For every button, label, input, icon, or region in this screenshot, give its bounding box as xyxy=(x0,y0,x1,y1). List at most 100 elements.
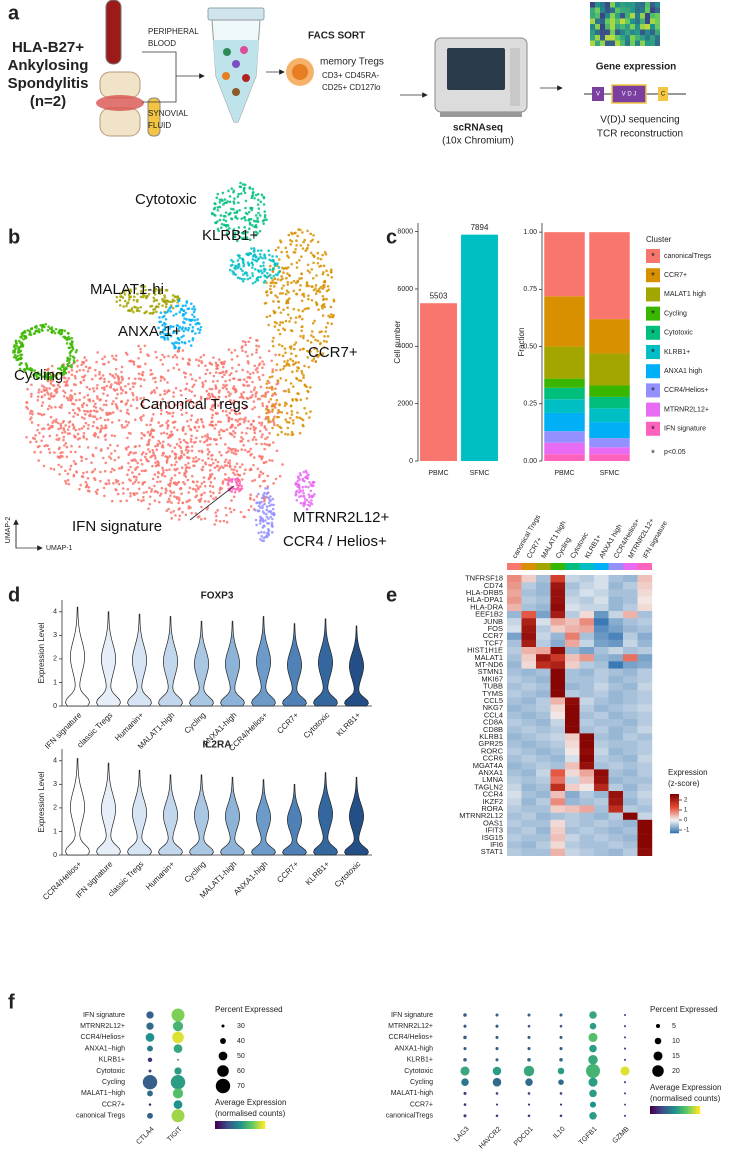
umap-cell xyxy=(161,443,165,447)
umap-cell xyxy=(198,331,201,335)
umap-cell xyxy=(236,230,240,234)
umap-cell xyxy=(301,418,305,422)
umap-cell xyxy=(101,386,104,390)
umap-cell xyxy=(241,345,244,348)
umap-cell xyxy=(199,355,203,359)
umap-cell xyxy=(114,358,118,362)
umap-cell xyxy=(146,443,149,447)
umap-cell xyxy=(190,474,194,478)
umap-cell xyxy=(185,382,189,386)
umap-cell xyxy=(157,302,161,306)
umap-cell xyxy=(235,488,238,491)
umap-cell xyxy=(178,457,182,461)
thumb-cell xyxy=(610,2,615,8)
umap-cell xyxy=(236,354,239,358)
umap-cell xyxy=(255,523,258,527)
umap-cell xyxy=(78,445,81,448)
umap-cell xyxy=(137,481,140,484)
umap-cell xyxy=(285,364,288,367)
umap-cell xyxy=(295,398,298,402)
legend-label: KLRB1+ xyxy=(664,349,690,356)
umap-cell xyxy=(98,373,101,376)
umap-cell xyxy=(208,371,212,375)
thumb-cell xyxy=(600,29,605,35)
umap-cell xyxy=(134,377,137,381)
umap-cell xyxy=(111,374,114,377)
x-tick-label: PBMC xyxy=(428,470,448,477)
sort-label: FACS SORT xyxy=(308,31,365,42)
umap-cell xyxy=(43,371,47,374)
umap-cell xyxy=(86,370,90,373)
umap-cell xyxy=(246,426,249,430)
umap-cell xyxy=(202,480,206,484)
umap-cell xyxy=(328,315,332,319)
umap-cell xyxy=(233,408,236,411)
legend-key xyxy=(646,383,660,398)
stack-segment xyxy=(589,353,630,386)
umap-cell xyxy=(267,501,271,504)
heat-cell xyxy=(507,762,522,770)
umap-cell xyxy=(243,183,247,187)
column-color xyxy=(565,563,580,570)
umap-cell xyxy=(260,442,263,446)
umap-cell xyxy=(310,334,313,337)
violin xyxy=(158,774,183,856)
umap-cell xyxy=(110,499,114,503)
dot xyxy=(463,1024,467,1028)
umap-cell xyxy=(195,402,198,405)
heat-cell xyxy=(579,632,595,640)
umap-cell xyxy=(235,370,238,373)
heat-cell xyxy=(623,719,638,727)
heat-cell xyxy=(550,690,566,698)
umap-cell xyxy=(65,445,69,449)
umap-cell xyxy=(188,358,192,362)
umap-cell xyxy=(171,298,175,301)
heat-cell xyxy=(637,625,653,633)
heat-cell xyxy=(608,747,624,756)
umap-cell xyxy=(200,482,204,485)
umap-cell xyxy=(246,230,249,234)
umap-cell xyxy=(252,463,255,467)
umap-cell xyxy=(94,433,98,436)
heat-cell xyxy=(637,603,653,612)
umap-cell xyxy=(264,487,267,490)
umap-cell xyxy=(86,393,90,397)
umap-cell xyxy=(191,313,194,316)
row-label: CCR7 xyxy=(483,631,503,640)
dot xyxy=(463,1091,467,1095)
thumb-cell xyxy=(650,2,655,8)
blood-tube xyxy=(105,0,122,65)
umap-cell xyxy=(213,477,217,480)
umap-cell xyxy=(299,501,303,505)
umap-cell xyxy=(226,224,230,227)
heat-cell xyxy=(507,603,522,612)
heat-cell xyxy=(608,654,624,662)
umap-cell xyxy=(229,264,233,267)
umap-cell xyxy=(127,298,131,301)
thumb-cell xyxy=(615,18,620,24)
umap-cell xyxy=(253,478,257,482)
thumb-cell xyxy=(620,24,625,30)
heat-cell xyxy=(550,762,566,770)
colorbar-step xyxy=(257,1121,260,1129)
umap-cell xyxy=(133,305,136,309)
umap-cell xyxy=(112,482,115,485)
umap-cell xyxy=(256,275,260,279)
umap-cell xyxy=(209,443,212,446)
umap-cell xyxy=(277,300,281,303)
umap-cell xyxy=(259,537,262,541)
dot xyxy=(495,1058,499,1062)
umap-cell xyxy=(103,386,106,389)
umap-cell xyxy=(276,262,279,265)
heat-cell xyxy=(565,668,580,676)
column-color xyxy=(550,563,565,570)
umap-cell xyxy=(132,298,136,302)
umap-cell xyxy=(133,480,137,484)
umap-cell xyxy=(179,446,183,450)
colorbar-step xyxy=(652,1106,655,1114)
umap-cell xyxy=(210,405,214,409)
umap-cell xyxy=(170,300,174,304)
row-label: RORA xyxy=(481,804,503,813)
umap-cell xyxy=(37,328,41,331)
heat-cell xyxy=(623,632,638,640)
